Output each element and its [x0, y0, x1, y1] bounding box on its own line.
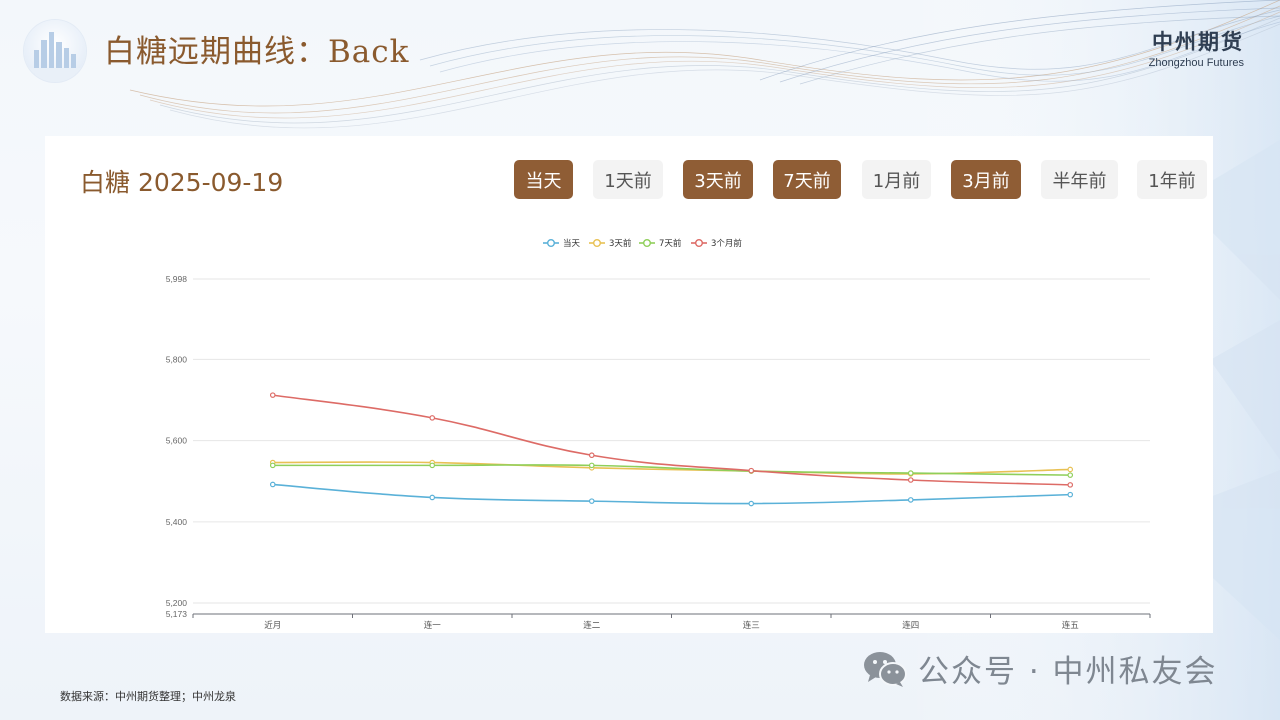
legend-swatch-dot: [643, 238, 652, 247]
button-half-year-ago[interactable]: 半年前: [1041, 160, 1118, 199]
wechat-icon: [864, 651, 907, 687]
chart-panel: [45, 136, 1213, 633]
data-point: [1067, 472, 1074, 478]
brand-name-cn: 中州期货: [1152, 30, 1244, 54]
button-7-days-ago[interactable]: 7天前: [773, 160, 841, 199]
y-tick-label: 5,173: [166, 609, 188, 619]
x-tick-label: 连四: [902, 620, 919, 631]
x-tick-label: 近月: [264, 620, 281, 631]
chart-heading: 白糖 2025-09-19: [80, 168, 284, 197]
data-point: [429, 462, 436, 469]
y-tick-label: 5,800: [166, 354, 188, 364]
y-tick-label: 5,400: [166, 517, 188, 527]
page-title: 白糖远期曲线：Back: [104, 34, 410, 70]
legend-swatch-dot: [593, 238, 602, 247]
legend-swatch-dot: [695, 238, 704, 247]
brand-logo: 中州期货 Zhongzhou Futures: [1149, 26, 1244, 69]
data-source-note: 数据来源：中州期货整理；中州龙泉: [60, 690, 236, 703]
button-1-year-ago[interactable]: 1年前: [1137, 160, 1207, 199]
data-point: [907, 477, 914, 483]
button-today[interactable]: 当天: [514, 160, 573, 199]
watermark-text: 公众号 · 中州私友会: [918, 654, 1218, 690]
data-point: [748, 500, 755, 507]
series-line-0: [272, 483, 1071, 505]
data-point: [429, 494, 436, 501]
data-point: [1067, 491, 1074, 498]
wechat-watermark: 公众号 · 中州私友会: [862, 646, 1218, 691]
legend-label: 7天前: [659, 238, 682, 249]
x-tick-label: 连二: [583, 620, 601, 631]
legend-label: 3天前: [609, 238, 632, 249]
x-tick-label: 连三: [743, 620, 760, 631]
data-point: [1067, 482, 1074, 488]
y-tick-label: 5,200: [166, 598, 188, 608]
legend-label: 当天: [563, 238, 581, 249]
data-point: [907, 497, 914, 503]
brand-name-en: Zhongzhou Futures: [1148, 57, 1244, 69]
data-point: [588, 498, 595, 504]
x-tick-label: 连一: [424, 620, 442, 631]
legend-label: 3个月前: [711, 238, 742, 249]
data-point: [1067, 466, 1074, 473]
button-3-months-ago[interactable]: 3月前: [951, 160, 1021, 199]
data-point: [269, 392, 276, 398]
data-point: [748, 467, 755, 474]
series-line-2: [272, 464, 1071, 476]
data-point: [269, 462, 276, 469]
data-point: [588, 452, 595, 459]
data-point: [588, 462, 595, 469]
button-3-days-ago[interactable]: 3天前: [683, 160, 753, 199]
data-point: [429, 415, 436, 421]
y-tick-label: 5,998: [166, 274, 188, 284]
x-tick-label: 连五: [1062, 620, 1080, 631]
data-point: [269, 481, 276, 488]
button-1-day-ago[interactable]: 1天前: [593, 160, 663, 199]
data-point: [907, 470, 914, 476]
y-tick-label: 5,600: [166, 436, 188, 446]
series-line-3: [272, 394, 1071, 486]
button-1-month-ago[interactable]: 1月前: [862, 160, 931, 199]
legend-swatch-dot: [547, 238, 556, 247]
